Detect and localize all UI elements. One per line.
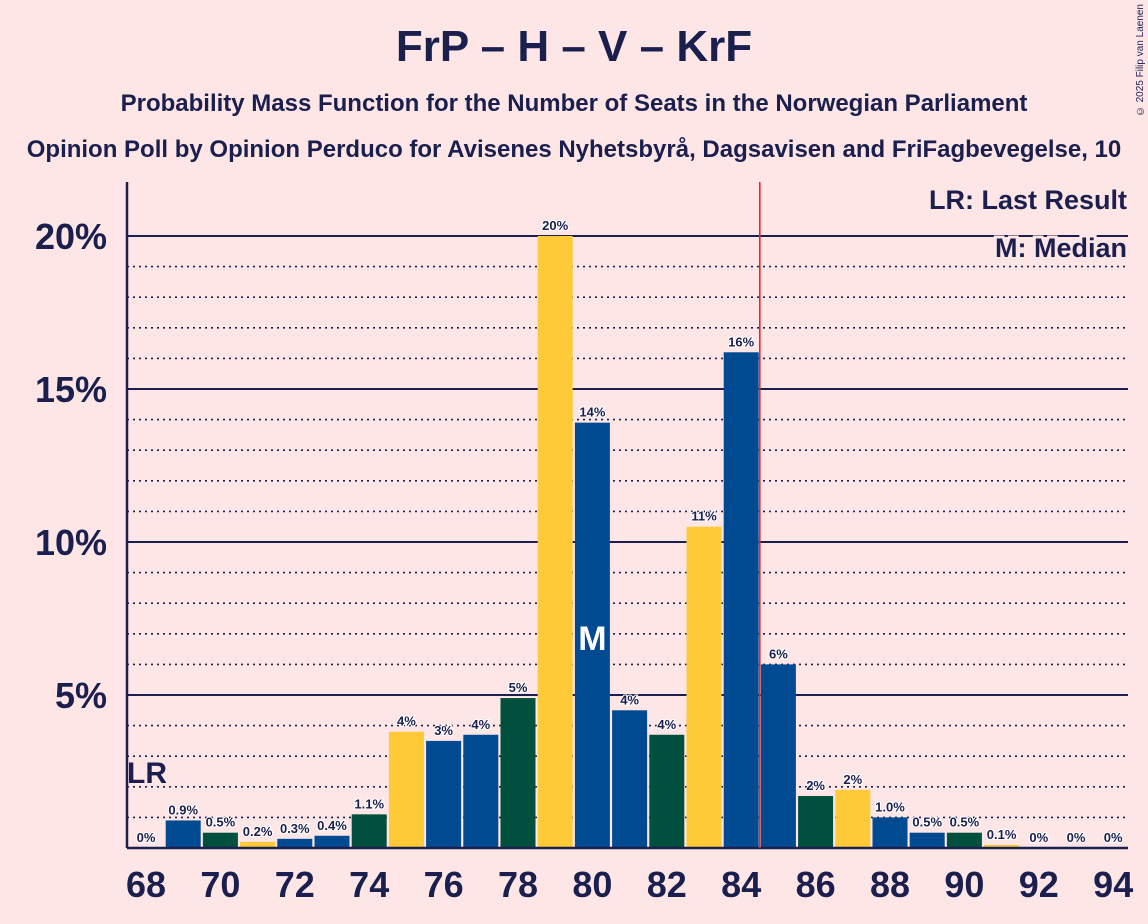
bar-seat-91 [984, 844, 1020, 848]
x-tick-label: 86 [796, 864, 836, 905]
bar-seat-85 [760, 664, 796, 848]
bar-value-label: 0% [1104, 830, 1123, 845]
bar-seat-73 [314, 835, 350, 848]
chart-subtitle: Probability Mass Function for the Number… [120, 90, 1028, 117]
bar-value-label: 1.1% [354, 796, 384, 811]
chart-title: FrP – H – V – KrF [395, 22, 753, 71]
bar-value-label: 3% [434, 723, 453, 738]
chart-subtitle-poll: Opinion Poll by Opinion Perduco for Avis… [26, 136, 1122, 163]
x-tick-label: 90 [944, 864, 984, 905]
bar-seat-70 [202, 832, 238, 848]
bar-seat-89 [909, 832, 945, 848]
bar-seat-83 [686, 526, 722, 848]
x-tick-label: 94 [1093, 864, 1133, 905]
x-tick-label: 70 [200, 864, 240, 905]
x-tick-label: 88 [870, 864, 910, 905]
bar-seat-82 [649, 734, 685, 848]
bar-value-label: 11% [691, 509, 717, 524]
bar-value-label: 4% [620, 692, 639, 707]
bar-value-label: 4% [397, 714, 416, 729]
bar-value-label: 5% [509, 680, 528, 695]
bar-value-label: 0.2% [243, 824, 273, 839]
bar-seat-76 [426, 740, 462, 848]
bar-seat-80 [574, 422, 610, 848]
bar-value-label: 0.5% [950, 815, 980, 830]
x-tick-label: 72 [275, 864, 315, 905]
bar-seat-75 [388, 731, 424, 848]
bar-seat-86 [798, 795, 834, 848]
x-tick-label: 74 [349, 864, 389, 905]
x-tick-label: 80 [572, 864, 612, 905]
bar-seat-69 [165, 820, 201, 848]
bar-value-label: 0% [1029, 830, 1048, 845]
bar-value-label: 0.4% [317, 818, 347, 833]
bar-value-label: 2% [806, 778, 825, 793]
bar-seat-72 [277, 838, 313, 848]
bar-seat-71 [240, 841, 276, 848]
bar-value-label: 6% [769, 646, 788, 661]
legend-median: M: Median [995, 233, 1127, 263]
bar-value-label: 0% [1067, 830, 1086, 845]
bar-seat-88 [872, 817, 908, 848]
bar-seat-87 [835, 789, 871, 848]
bar-value-label: 0.5% [206, 815, 236, 830]
bar-value-label: 0.9% [168, 802, 198, 817]
bar-value-label: 4% [471, 717, 490, 732]
bar-seat-84 [723, 352, 759, 848]
bar-seat-81 [612, 710, 648, 848]
x-tick-label: 78 [498, 864, 538, 905]
last-result-marker: LR [127, 757, 167, 790]
bar-value-label: 1.0% [875, 799, 905, 814]
bar-value-label: 0.5% [912, 815, 942, 830]
bar-value-label: 0.3% [280, 821, 310, 836]
bar-seat-77 [463, 734, 499, 848]
bar-value-label: 0% [137, 830, 156, 845]
legend-last-result: LR: Last Result [929, 185, 1127, 215]
subtitle2-clip: Opinion Poll by Opinion Perduco for Avis… [0, 130, 1148, 170]
bar-value-label: 16% [728, 334, 754, 349]
x-tick-label: 92 [1019, 864, 1059, 905]
bar-seat-90 [946, 832, 982, 848]
median-marker: M [578, 620, 606, 658]
y-tick-label: 15% [35, 369, 107, 410]
x-tick-label: 84 [721, 864, 761, 905]
x-tick-label: 82 [647, 864, 687, 905]
bar-seat-78 [500, 698, 536, 848]
bar-value-label: 4% [657, 717, 676, 732]
bar-value-label: 14% [579, 405, 605, 420]
y-tick-label: 10% [35, 522, 107, 563]
bar-value-label: 2% [843, 772, 862, 787]
x-tick-label: 68 [126, 864, 166, 905]
y-tick-label: 5% [55, 675, 107, 716]
bar-seat-79 [537, 236, 573, 848]
x-tick-label: 76 [424, 864, 464, 905]
bar-value-label: 20% [542, 218, 568, 233]
bar-value-label: 0.1% [987, 827, 1017, 842]
bar-seat-74 [351, 814, 387, 848]
y-tick-label: 20% [35, 216, 107, 257]
